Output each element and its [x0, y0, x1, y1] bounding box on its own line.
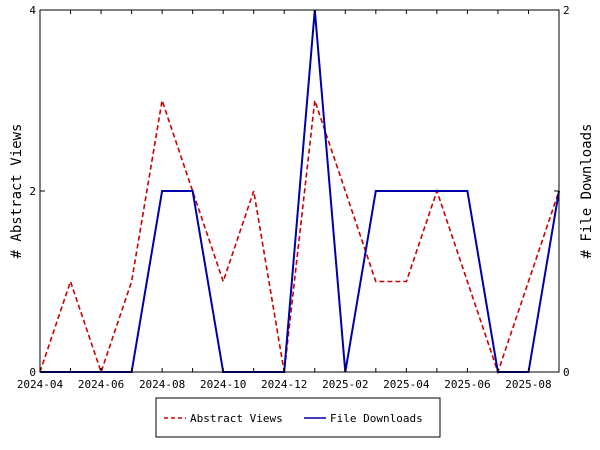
y-left-axis-label: # Abstract Views	[9, 124, 25, 259]
x-tick-label: 2024-06	[78, 378, 124, 391]
x-tick-label: 2024-04	[17, 378, 64, 391]
y-left-tick-label: 2	[29, 185, 36, 198]
x-tick-label: 2025-02	[322, 378, 368, 391]
y-right-tick-label: 0	[563, 366, 570, 379]
x-tick-label: 2025-06	[444, 378, 490, 391]
legend-box	[155, 397, 441, 438]
x-tick-label: 2025-08	[505, 378, 551, 391]
y-right-axis-label: # File Downloads	[579, 124, 595, 259]
x-tick-label: 2024-12	[261, 378, 307, 391]
legend-label-abstract-views: Abstract Views	[190, 412, 283, 425]
x-tick-label: 2024-10	[200, 378, 246, 391]
series-line-abstract-views	[39, 100, 560, 375]
series-line-file-downloads	[40, 9, 560, 373]
x-tick-label: 2025-04	[383, 378, 430, 391]
legend: Abstract Views File Downloads	[155, 397, 441, 438]
x-tick-label: 2024-08	[139, 378, 185, 391]
y-left-tick-label: 0	[29, 366, 36, 379]
legend-label-file-downloads: File Downloads	[330, 412, 423, 425]
y-left-tick-label: 4	[29, 4, 36, 17]
y-right-tick-label: 2	[563, 4, 570, 17]
